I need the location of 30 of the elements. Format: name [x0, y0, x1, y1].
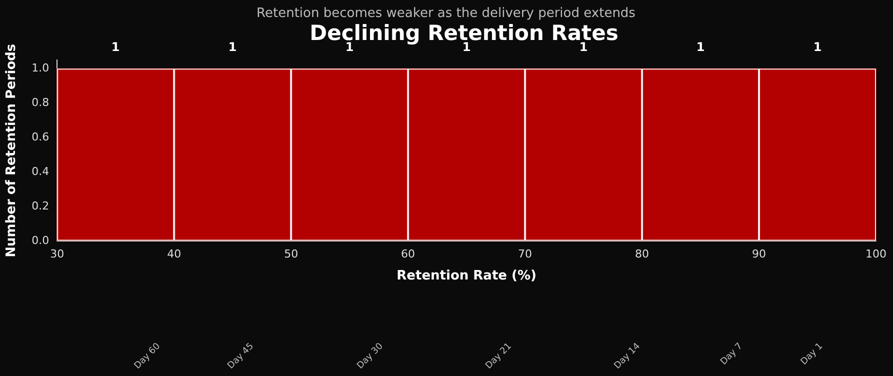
y-tick-label: 0.0: [32, 234, 50, 248]
text: Day 60: [132, 341, 163, 372]
x-tick-label: 30: [50, 248, 64, 261]
y-tick-label: 1.0: [32, 61, 50, 74]
y-tick-label: 0.8: [32, 96, 50, 109]
data-label: 1: [228, 40, 237, 54]
data-label: 1: [813, 40, 822, 54]
y-tick-label: 0.4: [32, 165, 50, 178]
data-label: 1: [579, 40, 588, 54]
x-tick-label: 70: [518, 248, 532, 261]
x-axis-title: Retention Rate (%): [396, 268, 536, 284]
text: Day 45: [226, 342, 256, 372]
x-tick-label: 100: [866, 248, 886, 261]
text: Day 21: [484, 342, 514, 372]
text: Day 7: [719, 342, 745, 368]
y-axis-title: Number of Retention Periods: [4, 44, 20, 258]
data-label: 1: [345, 40, 354, 54]
x-tick-label: 50: [284, 248, 298, 261]
chart-subtitle: Retention becomes weaker as the delivery period extends: [256, 6, 636, 21]
x-tick-label: 90: [752, 248, 766, 261]
text: Day 30: [355, 341, 386, 372]
y-tick-label: 0.6: [32, 130, 50, 144]
text: Day 14: [612, 341, 643, 372]
text: Day 1: [799, 342, 826, 368]
y-tick-label: 0.2: [32, 200, 50, 213]
x-tick-label: 80: [635, 248, 650, 261]
data-label: 1: [696, 40, 705, 54]
x-tick-label: 40: [167, 248, 182, 261]
x-tick-label: 60: [401, 248, 416, 261]
data-label: 1: [111, 40, 120, 54]
